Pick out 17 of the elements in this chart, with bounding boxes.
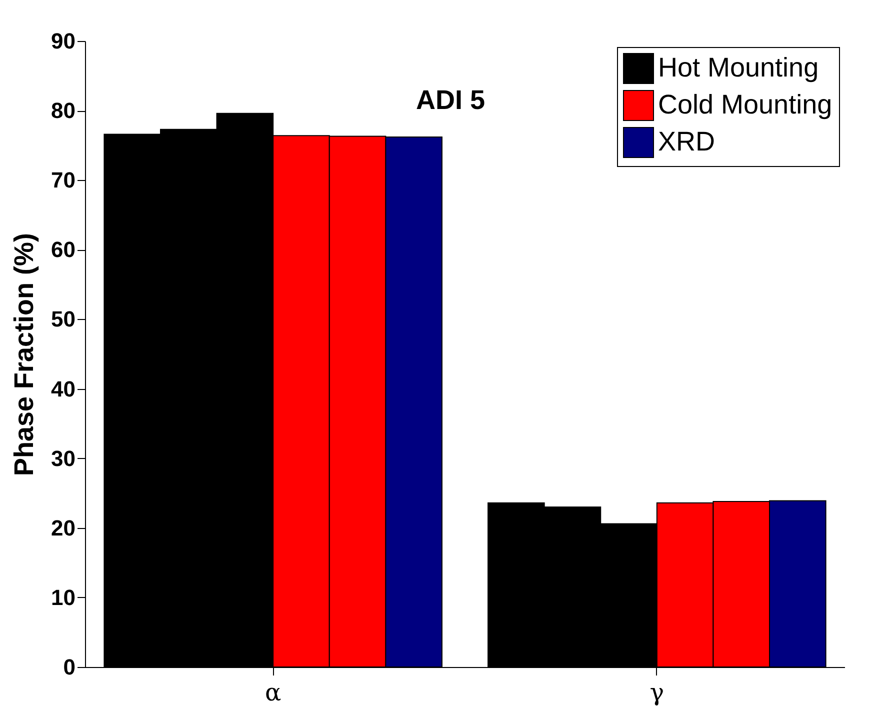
y-tick-label: 60: [51, 237, 76, 262]
y-tick-label: 80: [51, 98, 76, 124]
y-tick-label: 70: [51, 168, 76, 193]
x-tick-label: α: [264, 678, 282, 706]
x-tick-label: γ: [650, 678, 664, 706]
y-tick-label: 50: [51, 306, 76, 332]
y-tick-label: 30: [51, 446, 76, 471]
y-tick-label: 20: [51, 515, 76, 540]
legend-label: Hot Mounting: [658, 52, 819, 82]
y-tick-label: 0: [63, 654, 76, 680]
text: ADI 5: [416, 85, 485, 115]
y-tick-label: 10: [51, 584, 76, 610]
y-axis-title: Phase Fraction (%): [9, 232, 40, 476]
legend-label: XRD: [658, 126, 716, 156]
legend-label: Cold Mounting: [658, 90, 832, 120]
y-tick-label: 40: [51, 376, 76, 402]
y-tick-label: 90: [51, 28, 76, 54]
